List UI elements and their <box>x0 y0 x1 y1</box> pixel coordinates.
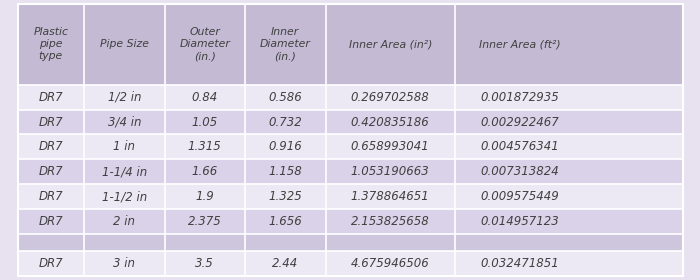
Text: 3/4 in: 3/4 in <box>108 116 141 129</box>
Text: 0.269702588: 0.269702588 <box>351 91 430 104</box>
Text: 1.053190663: 1.053190663 <box>351 165 430 178</box>
Text: Plastic
pipe
type: Plastic pipe type <box>34 27 69 62</box>
Text: 3.5: 3.5 <box>195 257 214 270</box>
Text: 1.325: 1.325 <box>268 190 302 203</box>
Text: Pipe Size: Pipe Size <box>99 39 148 50</box>
Text: 1/2 in: 1/2 in <box>108 91 141 104</box>
Text: 1.05: 1.05 <box>192 116 218 129</box>
Text: 1.315: 1.315 <box>188 141 222 153</box>
Text: DR7: DR7 <box>38 257 63 270</box>
Text: Inner Area (ft²): Inner Area (ft²) <box>479 39 561 50</box>
Text: 0.014957123: 0.014957123 <box>480 215 559 228</box>
Text: 1.656: 1.656 <box>268 215 302 228</box>
Text: 3 in: 3 in <box>113 257 135 270</box>
Bar <box>18 184 682 209</box>
Text: 2 in: 2 in <box>113 215 135 228</box>
Text: 0.916: 0.916 <box>268 141 302 153</box>
Text: 0.658993041: 0.658993041 <box>351 141 430 153</box>
Bar <box>18 251 682 276</box>
Text: Inner Area (in²): Inner Area (in²) <box>349 39 432 50</box>
Text: 0.001872935: 0.001872935 <box>480 91 559 104</box>
Text: 0.002922467: 0.002922467 <box>480 116 559 129</box>
Text: 2.153825658: 2.153825658 <box>351 215 430 228</box>
Text: 0.84: 0.84 <box>192 91 218 104</box>
Text: DR7: DR7 <box>38 165 63 178</box>
Text: 0.586: 0.586 <box>268 91 302 104</box>
Text: 1.158: 1.158 <box>268 165 302 178</box>
Bar <box>18 234 682 251</box>
Text: 1 in: 1 in <box>113 141 135 153</box>
Text: 2.44: 2.44 <box>272 257 298 270</box>
Text: DR7: DR7 <box>38 190 63 203</box>
Bar <box>18 134 682 159</box>
Text: 1-1/4 in: 1-1/4 in <box>102 165 147 178</box>
Text: 1.66: 1.66 <box>192 165 218 178</box>
Text: 0.009575449: 0.009575449 <box>480 190 559 203</box>
Text: 1.9: 1.9 <box>195 190 214 203</box>
Text: DR7: DR7 <box>38 215 63 228</box>
Text: Inner
Diameter
(in.): Inner Diameter (in.) <box>260 27 311 62</box>
Text: 4.675946506: 4.675946506 <box>351 257 430 270</box>
Text: DR7: DR7 <box>38 141 63 153</box>
Text: Outer
Diameter
(in.): Outer Diameter (in.) <box>179 27 230 62</box>
Text: DR7: DR7 <box>38 91 63 104</box>
Text: 0.032471851: 0.032471851 <box>480 257 559 270</box>
Text: 0.420835186: 0.420835186 <box>351 116 430 129</box>
Bar <box>18 109 682 134</box>
Bar <box>18 4 682 85</box>
Text: 1.378864651: 1.378864651 <box>351 190 430 203</box>
Text: DR7: DR7 <box>38 116 63 129</box>
Bar <box>18 159 682 184</box>
Text: 0.004576341: 0.004576341 <box>480 141 559 153</box>
Text: 0.732: 0.732 <box>268 116 302 129</box>
Bar <box>18 209 682 234</box>
Text: 0.007313824: 0.007313824 <box>480 165 559 178</box>
Text: 1-1/2 in: 1-1/2 in <box>102 190 147 203</box>
Bar <box>18 85 682 109</box>
Text: 2.375: 2.375 <box>188 215 222 228</box>
